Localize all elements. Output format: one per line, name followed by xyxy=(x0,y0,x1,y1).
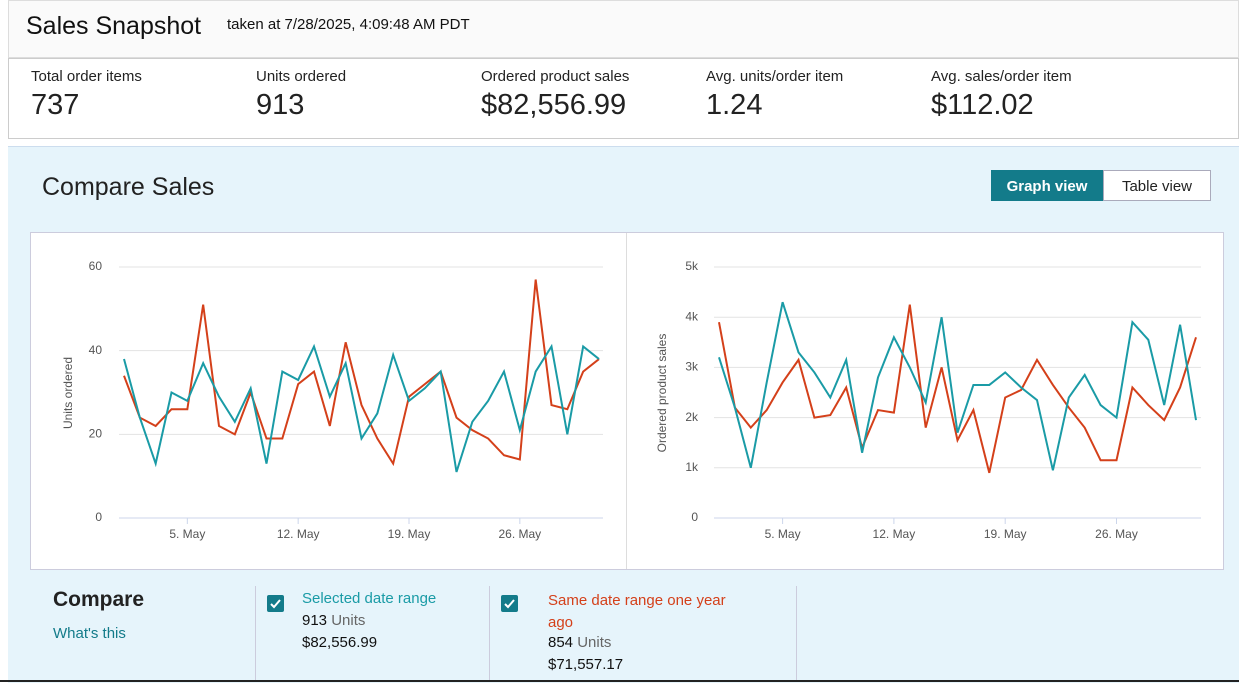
y-tick-label: 5k xyxy=(685,259,699,273)
section-title: Compare Sales xyxy=(42,173,215,201)
y-axis-label: Units ordered xyxy=(61,357,75,429)
y-tick-label: 0 xyxy=(95,510,102,524)
series-line xyxy=(718,301,1197,471)
check xyxy=(504,599,515,609)
units-label: Units xyxy=(577,634,612,651)
table-view-button[interactable]: Table view xyxy=(1103,170,1211,201)
series-line xyxy=(718,304,1197,474)
metric: Ordered product sales $82,556.99 xyxy=(481,68,629,122)
x-tick-label: 19. May xyxy=(388,527,431,541)
metrics: Total order items 737 Units ordered 913 Orde… xyxy=(8,58,1239,139)
metric-value: 737 xyxy=(31,89,80,121)
metric-label: Avg. units/order item xyxy=(706,68,844,85)
range-name: Selected date range xyxy=(302,590,437,607)
y-tick-label: 60 xyxy=(89,259,103,273)
metric-label: Avg. sales/order item xyxy=(931,68,1072,85)
checkbox[interactable] xyxy=(267,595,284,612)
x-tick-label: 12. May xyxy=(277,527,320,541)
divider xyxy=(489,586,490,682)
x-tick-label: 26. May xyxy=(498,527,541,541)
metric-value: 1.24 xyxy=(706,89,763,121)
y-tick-label: 0 xyxy=(691,510,698,524)
divider xyxy=(626,233,627,569)
units-label: Units xyxy=(331,612,366,629)
metric: Avg. sales/order item $112.02 xyxy=(931,68,1072,122)
y-tick-label: 2k xyxy=(685,410,699,424)
metric: Total order items 737 xyxy=(31,68,142,122)
checkbox[interactable] xyxy=(501,595,518,612)
timestamp: taken at 7/28/2025, 4:09:48 AM PDT xyxy=(227,16,470,33)
y-tick-label: 3k xyxy=(685,360,699,374)
range-sales: $71,557.17 xyxy=(548,656,624,673)
units: 913 xyxy=(302,612,328,629)
compare-title: Compare xyxy=(53,588,145,611)
metric: Units ordered 913 xyxy=(256,68,346,122)
range-sales: $82,556.99 xyxy=(302,634,378,651)
x-tick-label: 26. May xyxy=(1095,527,1138,541)
check xyxy=(270,599,281,609)
units: 854 xyxy=(548,634,574,651)
y-tick-label: 1k xyxy=(685,460,699,474)
y-tick-label: 20 xyxy=(89,427,103,441)
metric-value: 913 xyxy=(256,89,305,121)
range-units: 913 Units xyxy=(302,612,365,629)
header: Sales Snapshot taken at 7/28/2025, 4:09:… xyxy=(8,0,1239,58)
y-tick-label: 40 xyxy=(89,343,103,357)
metric-label: Units ordered xyxy=(256,68,347,85)
graph-view-button[interactable]: Graph view xyxy=(991,170,1103,201)
metric: Avg. units/order item 1.24 xyxy=(706,68,843,122)
bottom-edge xyxy=(0,680,1239,682)
metric-value: $82,556.99 xyxy=(481,89,627,121)
whats-this-link[interactable]: What's this xyxy=(53,625,126,642)
title: Sales Snapshot xyxy=(26,12,202,40)
x-tick-label: 5. May xyxy=(169,527,205,541)
y-axis-label: Ordered product sales xyxy=(655,334,669,453)
x-tick-label: 12. May xyxy=(873,527,916,541)
x-tick-label: 19. May xyxy=(984,527,1027,541)
divider xyxy=(255,586,256,682)
x-tick-label: 5. May xyxy=(765,527,801,541)
metric-value: $112.02 xyxy=(931,89,1034,121)
metric-label: Ordered product sales xyxy=(481,68,630,85)
y-tick-label: 4k xyxy=(685,309,699,323)
range-units: 854 Units xyxy=(548,634,611,651)
series-line xyxy=(123,279,600,467)
metric-label: Total order items xyxy=(31,68,142,85)
charts: 0 20 40 60 5. May 12. May 19. May 26. May Units … xyxy=(61,259,1201,541)
series-line xyxy=(123,343,600,473)
divider xyxy=(796,586,797,682)
chart-box: 0 20 40 60 5. May 12. May 19. May 26. May Units … xyxy=(30,232,1224,570)
range-name: Same date range one year ago xyxy=(548,592,726,631)
